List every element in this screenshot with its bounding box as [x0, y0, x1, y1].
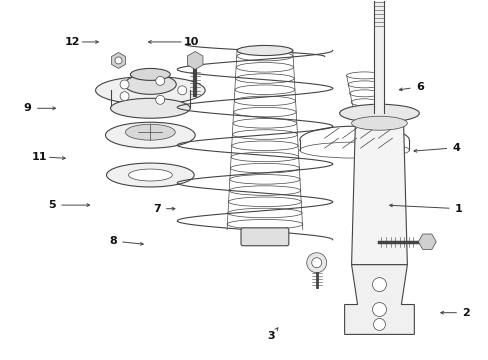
Text: 1: 1	[454, 204, 462, 214]
Circle shape	[178, 86, 186, 95]
Ellipse shape	[339, 104, 419, 122]
Text: 12: 12	[65, 37, 80, 47]
Circle shape	[311, 258, 321, 268]
Text: 6: 6	[415, 82, 423, 92]
Ellipse shape	[124, 75, 176, 94]
Ellipse shape	[351, 116, 407, 130]
Ellipse shape	[105, 122, 195, 148]
Text: 8: 8	[109, 236, 117, 246]
FancyBboxPatch shape	[241, 228, 288, 246]
Circle shape	[120, 80, 129, 89]
Text: 11: 11	[32, 152, 47, 162]
Circle shape	[120, 92, 129, 101]
Circle shape	[155, 95, 164, 104]
Ellipse shape	[106, 163, 194, 187]
Ellipse shape	[128, 169, 172, 181]
Circle shape	[115, 57, 122, 64]
Ellipse shape	[130, 68, 170, 80]
Polygon shape	[417, 234, 435, 249]
Ellipse shape	[125, 124, 175, 140]
Text: 3: 3	[267, 331, 275, 341]
Circle shape	[372, 278, 386, 292]
Circle shape	[155, 76, 164, 85]
Ellipse shape	[237, 45, 292, 55]
Polygon shape	[351, 115, 407, 265]
Polygon shape	[187, 51, 203, 69]
Text: 4: 4	[451, 143, 459, 153]
Ellipse shape	[110, 98, 190, 118]
Circle shape	[372, 302, 386, 316]
Text: 2: 2	[461, 308, 469, 318]
Circle shape	[373, 319, 385, 330]
Text: 10: 10	[183, 37, 198, 47]
Polygon shape	[111, 53, 125, 68]
Ellipse shape	[95, 76, 205, 104]
Text: 9: 9	[24, 103, 32, 113]
Circle shape	[306, 253, 326, 273]
Text: 5: 5	[48, 200, 56, 210]
Polygon shape	[344, 265, 413, 334]
Text: 7: 7	[153, 204, 161, 214]
